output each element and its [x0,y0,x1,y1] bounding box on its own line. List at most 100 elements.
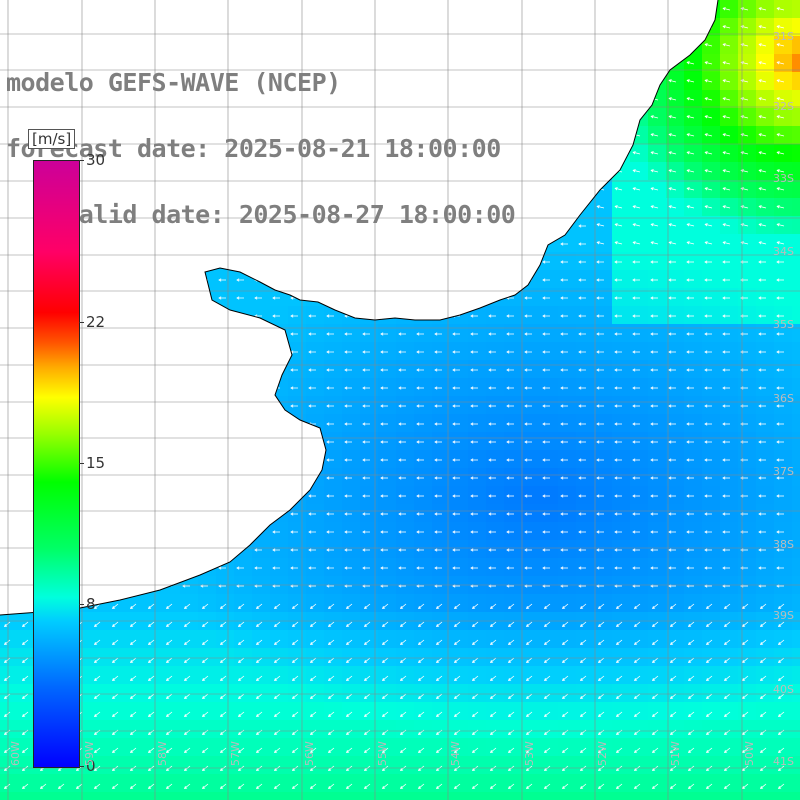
speed-cell [18,630,36,648]
wind-arrow [651,43,659,47]
speed-cell [486,414,504,432]
wind-arrowhead [326,314,330,318]
speed-cell [306,504,324,522]
wind-arrowhead [614,404,618,408]
speed-cell [270,630,288,648]
speed-cell [756,468,774,486]
speed-cell [576,90,594,108]
speed-cell [234,648,252,666]
wind-arrowhead [362,548,366,552]
wind-arrowhead [272,548,276,552]
speed-cell [306,666,324,684]
speed-cell [792,756,800,774]
wind-arrowhead [92,278,96,282]
speed-cell [540,540,558,558]
wind-arrowhead [632,79,636,83]
speed-cell [468,342,486,360]
speed-cell [396,558,414,576]
wind-arrowhead [380,332,384,336]
wind-arrow [759,169,767,173]
speed-cell [648,792,666,800]
speed-cell [180,684,198,702]
wind-arrowhead [758,61,762,65]
wind-arrowhead [2,224,6,228]
wind-arrowhead [596,494,600,498]
wind-arrowhead [614,350,618,354]
speed-cell [162,648,180,666]
speed-cell [792,702,800,720]
speed-cell [702,756,720,774]
wind-arrowhead [200,296,204,300]
wind-arrowhead [776,494,780,498]
speed-cell [216,756,234,774]
speed-cell [396,306,414,324]
speed-cell [198,306,216,324]
speed-cell [360,342,378,360]
speed-cell [252,504,270,522]
wind-arrow [292,603,299,609]
speed-cell [288,630,306,648]
speed-cell [594,252,612,270]
speed-cell [0,270,18,288]
wind-arrowhead [722,296,726,300]
speed-cell [216,504,234,522]
wind-arrowhead [398,350,402,354]
wind-arrowhead [416,548,420,552]
wind-arrowhead [164,278,168,282]
wind-arrowhead [650,440,654,444]
speed-cell [540,270,558,288]
wind-arrowhead [686,133,690,137]
wind-arrowhead [308,296,312,300]
speed-cell [792,342,800,360]
speed-cell [738,108,756,126]
speed-cell [108,324,126,342]
speed-cell [540,144,558,162]
speed-cell [360,324,378,342]
wind-arrowhead [758,223,762,227]
speed-cell [576,414,594,432]
wind-arrowhead [308,458,312,462]
wind-arrow [418,603,425,609]
wind-arrowhead [254,404,258,408]
wind-arrow [4,603,11,609]
wind-arrowhead [416,440,420,444]
wind-arrowhead [740,61,744,65]
wind-arrowhead [542,476,546,480]
speed-cell [504,648,522,666]
speed-cell [774,126,792,144]
wind-arrowhead [542,188,546,192]
wind-arrowhead [2,476,6,480]
wind-arrowhead [146,314,150,318]
speed-cell [468,558,486,576]
wind-arrowhead [722,476,726,480]
wind-arrowhead [578,368,582,372]
wind-arrowhead [488,386,492,390]
speed-cell [0,792,18,800]
wind-arrowhead [470,332,474,336]
wind-arrowhead [308,494,312,498]
speed-cell [324,774,342,792]
speed-cell [666,504,684,522]
wind-arrowhead [200,566,204,570]
speed-cell [540,162,558,180]
wind-arrowhead [542,458,546,462]
wind-arrowhead [452,8,456,12]
speed-cell [540,234,558,252]
wind-arrowhead [490,605,494,609]
speed-cell [0,468,18,486]
wind-arrowhead [110,440,114,444]
speed-cell [378,414,396,432]
wind-arrowhead [686,458,690,462]
wind-arrowhead [740,25,744,29]
speed-cell [360,792,378,800]
speed-cell [108,792,126,800]
wind-arrow [777,25,785,29]
speed-cell [774,360,792,378]
speed-cell [648,306,666,324]
speed-cell [792,234,800,252]
wind-arrowhead [524,224,528,228]
wind-arrowhead [524,566,528,570]
speed-cell [540,774,558,792]
wind-arrowhead [740,296,744,300]
speed-cell [108,306,126,324]
